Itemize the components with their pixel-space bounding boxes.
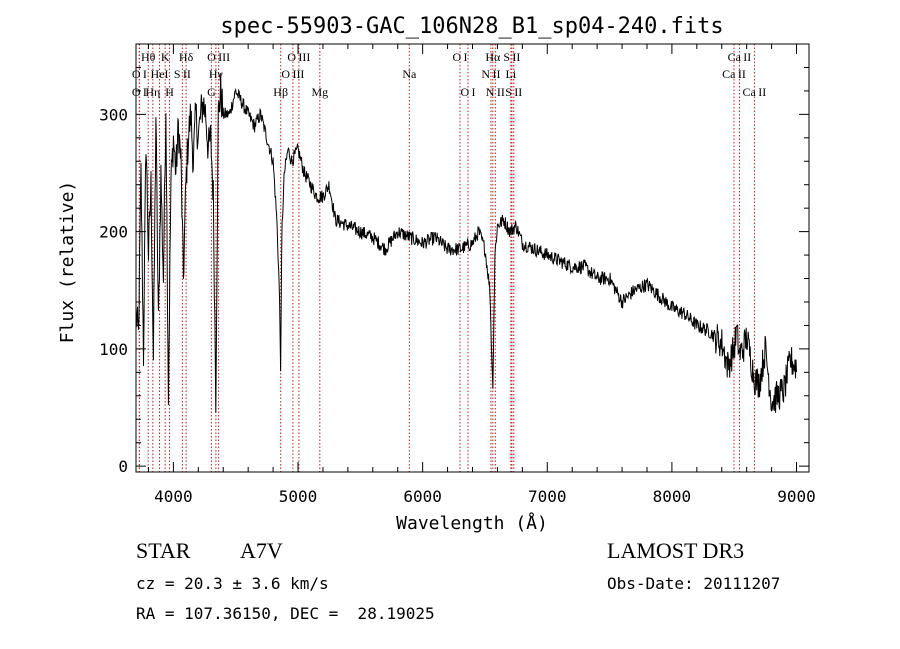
line-marker-label: Hβ	[273, 85, 288, 99]
line-marker-label: O III	[281, 67, 304, 81]
line-marker-label: Hθ	[141, 50, 156, 64]
line-marker-label: Na	[402, 67, 417, 81]
x-tick-label: 9000	[777, 487, 816, 506]
object-subclass: A7V	[240, 538, 283, 563]
line-marker-label: S II	[174, 67, 191, 81]
survey-name: LAMOST DR3	[607, 538, 744, 563]
y-tick-label: 300	[99, 105, 128, 124]
y-axis-label: Flux (relative)	[57, 181, 78, 344]
line-marker-label: O I	[132, 67, 147, 81]
line-marker-label: Ca II	[722, 67, 746, 81]
line-marker-label: Hδ	[179, 50, 194, 64]
x-tick-label: 7000	[528, 487, 567, 506]
line-marker-label: Mg	[311, 85, 328, 99]
axis-ticks: 4000 5000 6000 7000 8000 9000 0 100 200 300	[99, 44, 816, 506]
x-tick-label: 8000	[653, 487, 692, 506]
line-marker-label: O III	[207, 50, 230, 64]
line-marker-label: Hγ	[209, 67, 224, 81]
obs-date: Obs-Date: 20111207	[607, 574, 780, 593]
line-marker-label: Ca II	[743, 85, 767, 99]
line-marker-label: O III	[287, 50, 310, 64]
x-tick-label: 5000	[279, 487, 318, 506]
plot-frame	[135, 43, 810, 473]
line-marker-label: K	[161, 50, 170, 64]
line-marker-label: Li	[506, 67, 517, 81]
line-marker-label: Hη	[145, 85, 160, 99]
line-marker-label: N II	[481, 67, 500, 81]
object-class: STAR	[136, 538, 191, 563]
line-marker-label: HeI	[151, 67, 169, 81]
line-marker-label: H	[165, 85, 174, 99]
chart-title: spec-55903-GAC_106N28_B1_sp04-240.fits	[220, 14, 723, 39]
spectrum-line	[135, 72, 797, 413]
line-marker-label: S II	[505, 85, 522, 99]
line-marker-label: S II	[503, 50, 520, 64]
line-marker-label: G	[207, 85, 216, 99]
y-tick-label: 200	[99, 223, 128, 242]
line-marker-label: O I	[460, 85, 475, 99]
y-tick-label: 100	[99, 340, 128, 359]
line-marker-label: Ca II	[728, 50, 752, 64]
spectral-line-markers	[138, 44, 755, 472]
line-marker-label: N II	[486, 85, 505, 99]
redshift-text: cz = 20.3 ± 3.6 km/s	[136, 574, 329, 593]
x-tick-label: 6000	[403, 487, 442, 506]
x-tick-label: 4000	[154, 487, 193, 506]
y-tick-label: 0	[118, 457, 128, 476]
x-axis-label: Wavelength (Å)	[396, 512, 548, 534]
line-marker-label: O I	[452, 50, 467, 64]
line-marker-label: Hα	[485, 50, 501, 64]
coordinates: RA = 107.36150, DEC = 28.19025	[136, 604, 435, 623]
